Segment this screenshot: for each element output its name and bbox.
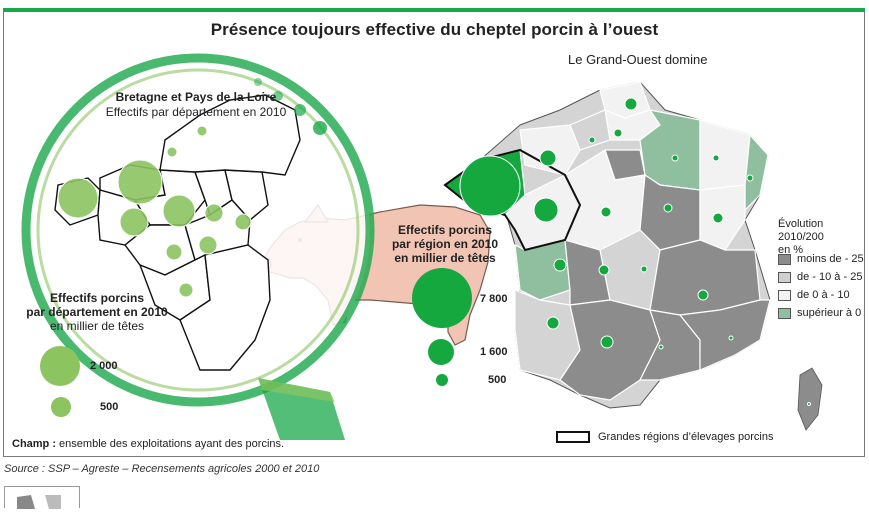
evolution-legend-line2: en % (778, 244, 804, 256)
circle-auvergne (640, 265, 648, 273)
figure-title: Présence toujours effective du cheptel p… (210, 20, 659, 39)
swatch-positive (778, 307, 791, 319)
swatch-10-25 (778, 271, 791, 283)
region-lorraine (699, 119, 751, 191)
region-paca (678, 299, 771, 371)
inset-circle-morbihan (119, 207, 149, 237)
circle-bourgogne (663, 203, 673, 213)
inset-circle-maine-loire (198, 235, 218, 255)
poitou-outline (179, 244, 271, 371)
region-midi-pyrenees (559, 299, 661, 401)
map-subtitle: Le Grand-Ouest domine (568, 52, 708, 67)
scope-note-bold: Champ : (12, 438, 56, 450)
boundary-legend-swatch (556, 431, 590, 443)
dept-legend-circle-large (40, 346, 80, 386)
frame-accent-bar (3, 8, 865, 12)
lens-ring-inner (36, 68, 360, 392)
scope-note: Champ : ensemble des exploitations ayant… (12, 438, 284, 450)
evolution-legend-item: de 0 à - 10 (778, 289, 850, 301)
dept-legend-circle-small (51, 397, 71, 417)
dept-legend-line3: en millier de têtes (49, 319, 145, 333)
inset-title: Bretagne et Pays de la Loire Effectifs p… (96, 90, 296, 120)
circle-alsace (746, 174, 754, 182)
swatch-0-10 (778, 289, 791, 301)
normandie-outline (159, 94, 301, 176)
circle-franche-comte (712, 212, 724, 224)
lens-ring-outer (21, 53, 375, 407)
dept-legend-line1: Effectifs porcins (49, 291, 145, 305)
evolution-label: de - 10 à - 25 (797, 271, 863, 283)
swatch-moins-25 (778, 253, 791, 265)
lens-handle-rim (258, 378, 335, 402)
circle-champagne (671, 154, 679, 162)
inset-circle-finistere (57, 177, 99, 219)
circle-poitou (553, 258, 567, 272)
inset-circles (57, 125, 252, 298)
circle-corsica (807, 402, 811, 406)
dot-4 (313, 121, 327, 135)
evolution-legend-item: de - 10 à - 25 (778, 271, 862, 283)
boundary-legend: Grandes régions d’élevages porcins (556, 431, 774, 443)
region-legend-circle-large (412, 268, 472, 328)
inset-title-bold: Bretagne et Pays de la Loire (115, 90, 277, 104)
circle-limousin (598, 264, 610, 276)
inset-circle-calvados (196, 125, 208, 137)
source-line: Source : SSP – Agreste – Recensements ag… (4, 463, 320, 475)
boundary-legend-label: Grandes régions d’élevages porcins (598, 431, 774, 443)
region-alsace (744, 133, 769, 212)
inset-circle-ille-vilaine (162, 194, 196, 228)
circle-centre (600, 206, 612, 218)
circle-languedoc (658, 344, 664, 350)
inset-circle-vendee (178, 282, 194, 298)
dot-2 (273, 91, 283, 101)
circle-rhone-alpes (697, 289, 709, 301)
region-legend-circle-small (436, 374, 448, 386)
inset-title-rest: Effectifs par département en 2010 (105, 105, 287, 119)
region-legend-line1: Effectifs porcins (397, 223, 493, 237)
region-legend-value-small: 500 (488, 374, 507, 386)
region-legend-line3: en millier de têtes (394, 251, 496, 265)
circle-nord (624, 97, 638, 111)
footer-logo-fragment (4, 486, 80, 509)
evolution-label: de 0 à - 10 (797, 289, 850, 301)
evolution-legend-item: supérieur à 0 (778, 307, 861, 319)
dot-3 (294, 104, 306, 116)
circle-basse-normandie (539, 149, 557, 167)
dept-legend-value-small: 500 (100, 401, 119, 413)
circle-pays-loire (533, 197, 559, 223)
evolution-legend-line1: Évolution 2010/200 (778, 218, 824, 243)
circle-bretagne (459, 155, 521, 217)
dot-1 (254, 78, 262, 86)
circle-picardie (613, 128, 623, 138)
circle-paca (728, 335, 734, 341)
inset-circle-manche (166, 146, 178, 158)
inset-circle-loire-atlantique (165, 243, 183, 261)
inset-circle-sarthe (234, 213, 252, 231)
region-circles (459, 97, 811, 406)
footer-logo-icon (17, 495, 61, 509)
inset-circle-mayenne (204, 203, 224, 223)
dept-legend-value-large: 2 000 (90, 360, 118, 372)
circle-lorraine (712, 154, 720, 162)
inset-circle-cotes-armor (117, 159, 163, 205)
evolution-label: supérieur à 0 (797, 307, 862, 319)
circle-aquitaine (546, 316, 560, 330)
evolution-legend-item: moins de - 25 (778, 253, 864, 265)
region-legend-value-medium: 1 600 (480, 346, 508, 358)
circle-midi-pyrenees (600, 335, 614, 349)
scope-note-text: ensemble des exploitations ayant des por… (56, 438, 285, 450)
region-legend-title: Effectifs porcins par région en 2010 en … (384, 223, 506, 265)
region-legend-line2: par région en 2010 (391, 237, 499, 251)
region-legend-value-large: 7 800 (480, 293, 508, 305)
region-legend-circle-medium (428, 339, 454, 365)
evolution-legend-title: Évolution 2010/200 en % (778, 218, 869, 257)
decorative-dots (254, 78, 327, 135)
evolution-label: moins de - 25 (797, 253, 864, 265)
circle-haute-normandie (588, 136, 596, 144)
corsica (797, 367, 823, 431)
dept-legend-title: Effectifs porcins par département en 201… (22, 291, 172, 333)
dept-legend-line2: par département en 2010 (26, 305, 168, 319)
